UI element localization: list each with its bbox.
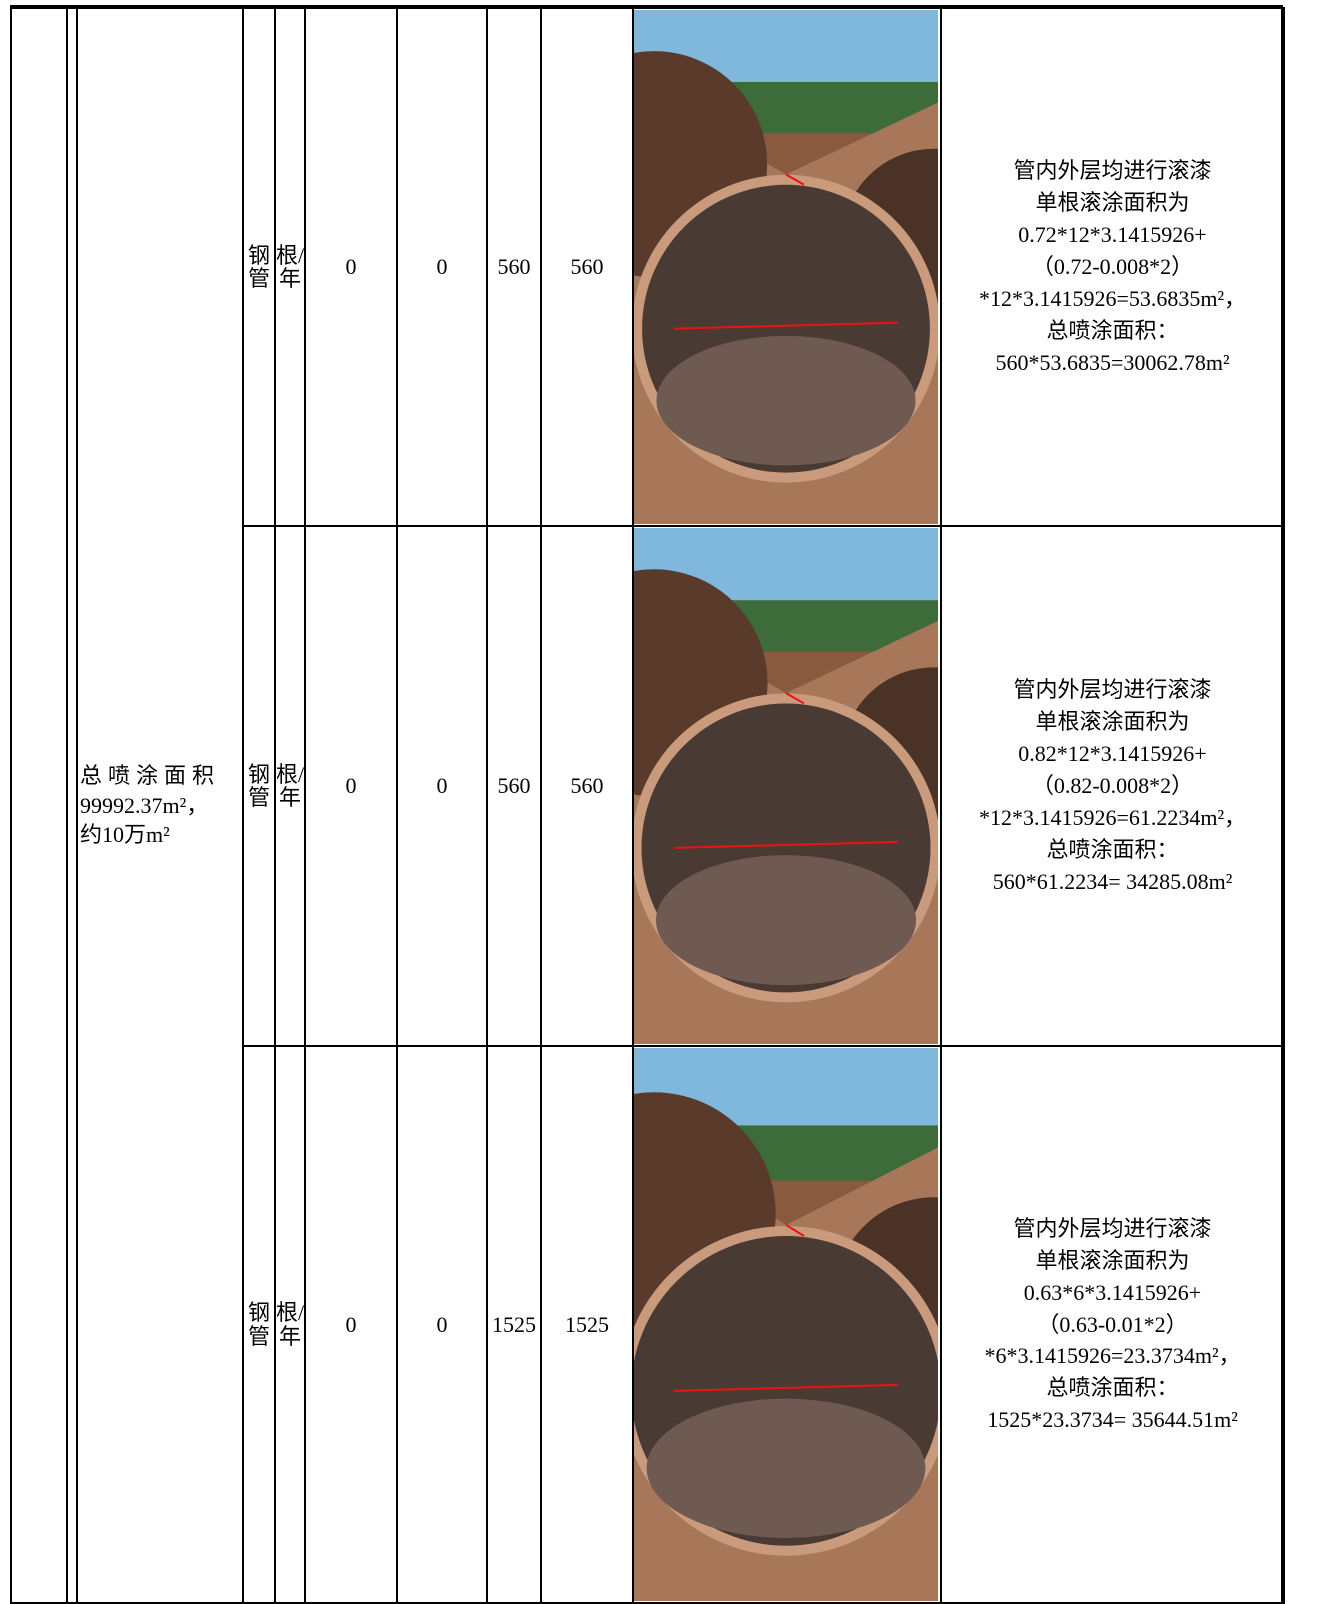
value-cell: 560	[486, 525, 542, 1047]
description-line: *12*3.1415926=61.2234m²，	[978, 804, 1247, 830]
material-cell: 钢管	[242, 525, 276, 1047]
pipe-photo	[635, 1048, 938, 1601]
material-cell: 钢管	[242, 1045, 276, 1604]
value-cell: 1525	[540, 1045, 634, 1604]
table: 总喷涂面积 99992.37m²， 约10万m² 钢管 根/年 0 0 560 560 管内外层…	[10, 7, 1285, 1604]
material-cell: 钢管	[242, 7, 276, 527]
table-body: 总喷涂面积 99992.37m²， 约10万m² 钢管 根/年 0 0 560 560 管内外层…	[10, 7, 1285, 1604]
top-border	[10, 5, 1283, 8]
pipe-photo	[635, 528, 938, 1044]
description-line: 0.63*6*3.1415926+	[1023, 1279, 1202, 1305]
description-line: 单根滚涂面积为	[1035, 1247, 1190, 1273]
description-line: （0.82-0.008*2）	[1031, 773, 1194, 799]
table-row: 总喷涂面积 99992.37m²， 约10万m² 钢管 根/年 0 0 560 560 管内外层…	[10, 7, 1285, 1604]
value-cell: 0	[304, 525, 398, 1047]
value-cell: 0	[396, 525, 488, 1047]
photo-cell	[632, 1045, 942, 1604]
description-line: 管内外层均进行滚漆	[1013, 1215, 1212, 1241]
description-line: （0.63-0.01*2）	[1037, 1311, 1188, 1337]
description-line: 0.82*12*3.1415926+	[1018, 741, 1207, 767]
description-cell: 管内外层均进行滚漆 单根滚涂面积为 0.63*6*3.1415926+ （0.63-0…	[940, 1045, 1285, 1604]
blank-cell	[10, 7, 68, 1604]
description-line: *6*3.1415926=23.3734m²，	[984, 1343, 1241, 1369]
description-line: 总喷涂面积：	[1046, 1375, 1179, 1401]
merged-text: 总喷涂面积	[80, 762, 221, 788]
description-line: 1525*23.3734= 35644.51m²	[987, 1407, 1238, 1433]
merged-cell: 总喷涂面积 99992.37m²， 约10万m²	[76, 7, 244, 1604]
description-line: 管内外层均进行滚漆	[1013, 158, 1212, 184]
description-line: 总喷涂面积：	[1046, 836, 1179, 862]
description-line: （0.72-0.008*2）	[1031, 254, 1194, 280]
value-cell: 0	[304, 7, 398, 527]
merged-text: 约10万m²	[80, 822, 170, 848]
table-row: 钢管 根/年 0 0 560 560 管内外层均进行滚漆 单根滚涂面积为 0.82*12*3.…	[11, 525, 1285, 1047]
value-cell: 560	[540, 525, 634, 1047]
unit-cell: 根/年	[274, 7, 306, 527]
photo-cell	[632, 525, 942, 1047]
description-line: 560*61.2234= 34285.08m²	[992, 868, 1233, 894]
description-line: 0.72*12*3.1415926+	[1018, 222, 1207, 248]
value-cell: 560	[486, 7, 542, 527]
value-cell: 0	[396, 7, 488, 527]
unit-cell: 根/年	[274, 1045, 306, 1604]
description-line: 560*53.6835=30062.78m²	[995, 349, 1230, 375]
description-line: 总喷涂面积：	[1046, 317, 1179, 343]
value-cell: 1525	[486, 1045, 542, 1604]
description-line: 单根滚涂面积为	[1035, 190, 1190, 216]
description-line: 管内外层均进行滚漆	[1013, 677, 1212, 703]
value-cell: 560	[540, 7, 634, 527]
blank-cell	[66, 7, 78, 1604]
table-row: 钢管 根/年 0 0 1525 1525 管内外层均进行滚漆 单根滚涂面积为 0.63*6*3…	[11, 1045, 1285, 1604]
pipe-photo	[635, 10, 938, 524]
value-cell: 0	[304, 1045, 398, 1604]
photo-cell	[632, 7, 942, 527]
description-line: *12*3.1415926=53.6835m²，	[978, 285, 1247, 311]
unit-cell: 根/年	[274, 525, 306, 1047]
description-cell: 管内外层均进行滚漆 单根滚涂面积为 0.72*12*3.1415926+ （0.72-…	[940, 7, 1285, 527]
description-cell: 管内外层均进行滚漆 单根滚涂面积为 0.82*12*3.1415926+ （0.82-…	[940, 525, 1285, 1047]
value-cell: 0	[396, 1045, 488, 1604]
merged-text: 99992.37m²，	[80, 792, 209, 818]
description-line: 单根滚涂面积为	[1035, 709, 1190, 735]
